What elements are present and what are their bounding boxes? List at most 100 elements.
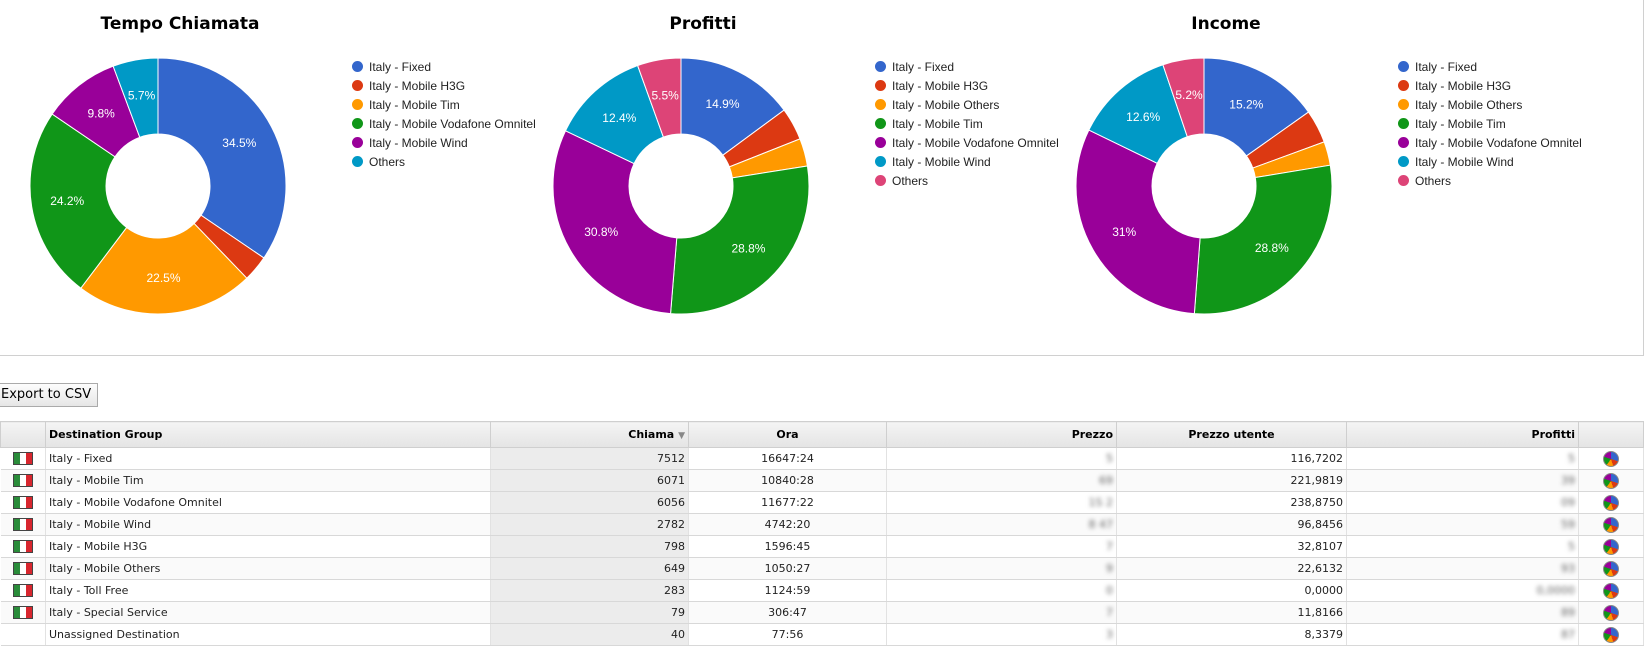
- legend-label: Italy - Mobile Vodafone Omnitel: [1415, 136, 1582, 150]
- legend-item[interactable]: Others: [875, 172, 1059, 191]
- table-row[interactable]: Italy - Toll Free 283 1124:59 0 0,0000 0,0000: [0, 579, 1644, 602]
- table-row[interactable]: Italy - Mobile Others 649 1050:27 9 22,6132 9…: [0, 557, 1644, 580]
- pie-slice[interactable]: [112, 57, 159, 138]
- pie-chart-icon[interactable]: [1603, 516, 1619, 533]
- price-cell: 9: [886, 557, 1117, 580]
- pie-chart-icon[interactable]: [1603, 626, 1619, 643]
- flag-cell: [0, 491, 46, 514]
- legend-label: Others: [892, 174, 929, 188]
- profit-cell: 5: [1346, 535, 1579, 558]
- legend-label: Italy - Mobile Tim: [1415, 117, 1506, 131]
- price-cell: 69: [886, 469, 1117, 492]
- table-row[interactable]: Unassigned Destination 40 77:56 3 8,3379 87: [0, 623, 1644, 646]
- pie-slice[interactable]: [1162, 57, 1205, 138]
- legend-item[interactable]: Italy - Mobile Vodafone Omnitel: [875, 134, 1059, 153]
- header-calls[interactable]: Chiama ▼: [490, 421, 689, 448]
- profit-cell: 39: [1346, 469, 1579, 492]
- legend-label: Italy - Mobile H3G: [369, 79, 466, 93]
- destination-group-table: Destination Group Chiama ▼ Ora Prezzo Pr…: [0, 421, 1644, 646]
- table-row[interactable]: Italy - Mobile Wind 2782 4742:20 8 47 96,845…: [0, 513, 1644, 536]
- legend-swatch: [1398, 118, 1409, 129]
- pie-chart[interactable]: 34.5% 22.5% 24.2% 9.8% 5.7%: [20, 48, 300, 328]
- pie-chart-icon[interactable]: [1603, 472, 1619, 489]
- legend-item[interactable]: Italy - Mobile Tim: [875, 115, 1059, 134]
- legend-item[interactable]: Italy - Mobile H3G: [875, 77, 1059, 96]
- legend-item[interactable]: Italy - Fixed: [352, 58, 536, 77]
- legend-item[interactable]: Italy - Mobile Wind: [1398, 153, 1582, 172]
- legend-item[interactable]: Italy - Mobile Vodafone Omnitel: [1398, 134, 1582, 153]
- legend-label: Italy - Mobile Vodafone Omnitel: [369, 117, 536, 131]
- pie-chart-icon[interactable]: [1603, 538, 1619, 555]
- legend-swatch: [875, 80, 886, 91]
- pie-slice[interactable]: [157, 57, 287, 259]
- italy-flag-icon: [12, 496, 33, 510]
- profit-value: 5: [1568, 540, 1575, 553]
- price-value: 8 47: [1088, 518, 1114, 531]
- chart-title: Income: [1191, 14, 1261, 34]
- legend-item[interactable]: Italy - Mobile Tim: [1398, 115, 1582, 134]
- legend-swatch: [352, 80, 363, 91]
- pie-chart[interactable]: 14.9% 28.8% 30.8% 12.4% 5.5%: [543, 48, 823, 328]
- header-time[interactable]: Ora: [688, 421, 887, 448]
- header-destination-group[interactable]: Destination Group: [45, 421, 491, 448]
- legend-item[interactable]: Others: [352, 153, 536, 172]
- legend-label: Italy - Mobile Others: [1415, 98, 1523, 112]
- pie-slice[interactable]: [29, 113, 128, 289]
- table-row[interactable]: Italy - Mobile Vodafone Omnitel 6056 11677…: [0, 491, 1644, 514]
- legend-swatch: [875, 175, 886, 186]
- profit-value: 59: [1561, 518, 1575, 531]
- pie-slice[interactable]: [1075, 129, 1201, 315]
- italy-flag-icon: [12, 584, 33, 598]
- legend-label: Italy - Mobile Tim: [369, 98, 460, 112]
- legend-label: Italy - Fixed: [892, 60, 955, 74]
- header-profit[interactable]: Profitti: [1346, 421, 1579, 448]
- table-row[interactable]: Italy - Special Service 79 306:47 7 11,8166 8…: [0, 601, 1644, 624]
- price-value: 5: [1106, 452, 1113, 465]
- legend-item[interactable]: Italy - Fixed: [1398, 58, 1582, 77]
- legend-item[interactable]: Italy - Mobile Wind: [352, 134, 536, 153]
- header-price[interactable]: Prezzo: [886, 421, 1117, 448]
- slice-label: 24.2%: [50, 194, 84, 208]
- pie-slice[interactable]: [637, 57, 682, 138]
- table-row[interactable]: Italy - Mobile Tim 6071 10840:28 69 221,9819…: [0, 469, 1644, 492]
- pie-chart-icon[interactable]: [1603, 450, 1619, 467]
- legend-label: Italy - Mobile Vodafone Omnitel: [892, 136, 1059, 150]
- legend-item[interactable]: Italy - Mobile Others: [1398, 96, 1582, 115]
- legend-swatch: [352, 118, 363, 129]
- slice-label: 22.5%: [146, 271, 180, 285]
- pie-chart-icon[interactable]: [1603, 604, 1619, 621]
- legend-item[interactable]: Italy - Mobile Vodafone Omnitel: [352, 115, 536, 134]
- pie-chart-icon[interactable]: [1603, 582, 1619, 599]
- table-row[interactable]: Italy - Fixed 7512 16647:24 5 116,7202 5: [0, 447, 1644, 470]
- action-cell: [1578, 447, 1644, 470]
- legend-item[interactable]: Italy - Mobile Tim: [352, 96, 536, 115]
- legend-item[interactable]: Italy - Mobile H3G: [352, 77, 536, 96]
- destination-group-cell: Italy - Mobile Others: [45, 557, 491, 580]
- time-cell: 4742:20: [688, 513, 887, 536]
- pie-slice[interactable]: [670, 165, 810, 315]
- pie-slice[interactable]: [80, 222, 248, 315]
- sort-desc-icon: ▼: [678, 431, 685, 441]
- pie-slice[interactable]: [552, 130, 678, 315]
- destination-group-cell: Italy - Mobile Tim: [45, 469, 491, 492]
- legend-item[interactable]: Italy - Mobile H3G: [1398, 77, 1582, 96]
- legend-item[interactable]: Italy - Mobile Others: [875, 96, 1059, 115]
- pie-chart-icon[interactable]: [1603, 560, 1619, 577]
- action-cell: [1578, 601, 1644, 624]
- pie-slice[interactable]: [1193, 164, 1333, 315]
- profit-cell: 87: [1346, 623, 1579, 646]
- pie-chart[interactable]: 15.2% 28.8% 31% 12.6% 5.2%: [1066, 48, 1346, 328]
- pie-chart-icon[interactable]: [1603, 494, 1619, 511]
- table-header-row: Destination Group Chiama ▼ Ora Prezzo Pr…: [0, 421, 1644, 448]
- chart-legend: Italy - Fixed Italy - Mobile H3G Italy - M…: [1398, 58, 1582, 191]
- legend-item[interactable]: Others: [1398, 172, 1582, 191]
- legend-item[interactable]: Italy - Fixed: [875, 58, 1059, 77]
- header-user-price[interactable]: Prezzo utente: [1116, 421, 1347, 448]
- legend-label: Italy - Mobile Others: [892, 98, 1000, 112]
- table-body: Italy - Fixed 7512 16647:24 5 116,7202 5 Italy…: [0, 447, 1644, 646]
- export-csv-button[interactable]: Export to CSV: [0, 383, 99, 407]
- table-row[interactable]: Italy - Mobile H3G 798 1596:45 7 32,8107 5: [0, 535, 1644, 558]
- legend-item[interactable]: Italy - Mobile Wind: [875, 153, 1059, 172]
- slice-label: 14.9%: [705, 97, 739, 111]
- calls-cell: 798: [490, 535, 689, 558]
